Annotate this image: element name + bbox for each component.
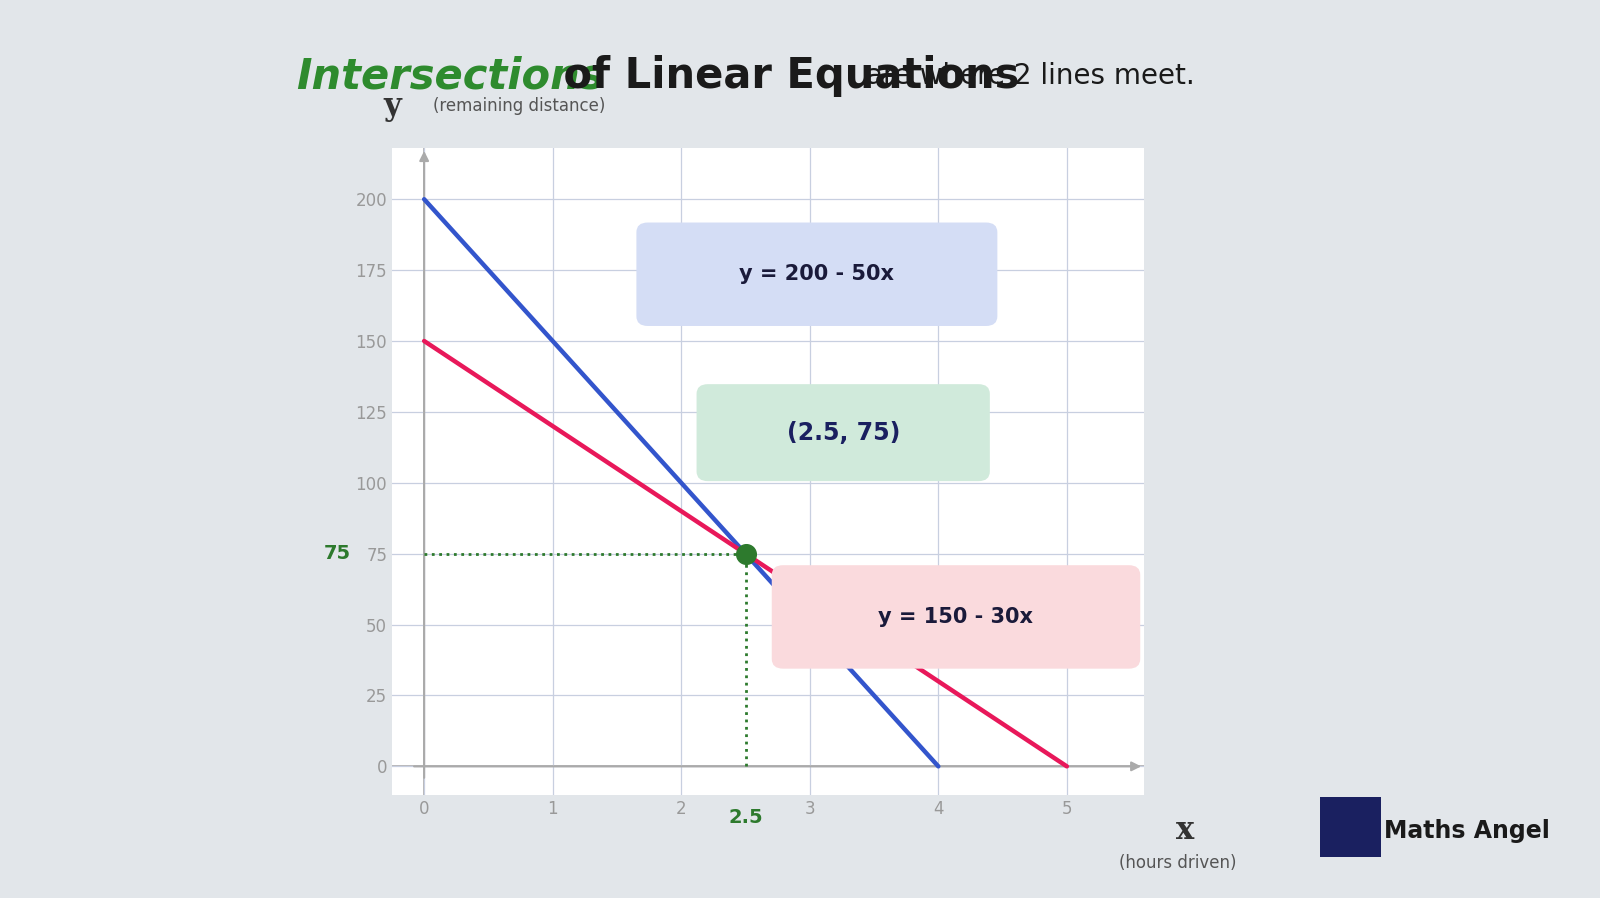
Text: are where 2 lines meet.: are where 2 lines meet. bbox=[866, 62, 1194, 91]
FancyBboxPatch shape bbox=[696, 384, 990, 481]
Point bbox=[733, 547, 758, 561]
Text: y = 150 - 30x: y = 150 - 30x bbox=[878, 607, 1034, 627]
Text: (2.5, 75): (2.5, 75) bbox=[787, 420, 899, 445]
Text: y: y bbox=[382, 91, 402, 121]
Text: Maths Angel: Maths Angel bbox=[1384, 819, 1550, 842]
Text: 75: 75 bbox=[323, 544, 350, 563]
Text: x: x bbox=[1176, 814, 1195, 846]
Text: of Linear Equations: of Linear Equations bbox=[549, 56, 1034, 97]
Text: y = 200 - 50x: y = 200 - 50x bbox=[739, 264, 894, 285]
FancyBboxPatch shape bbox=[637, 223, 997, 326]
Text: 2.5: 2.5 bbox=[728, 808, 763, 827]
FancyBboxPatch shape bbox=[771, 565, 1141, 669]
Text: (remaining distance): (remaining distance) bbox=[434, 97, 606, 115]
Text: Intersections: Intersections bbox=[296, 56, 605, 97]
Circle shape bbox=[1322, 798, 1379, 856]
Text: (hours driven): (hours driven) bbox=[1118, 854, 1237, 872]
